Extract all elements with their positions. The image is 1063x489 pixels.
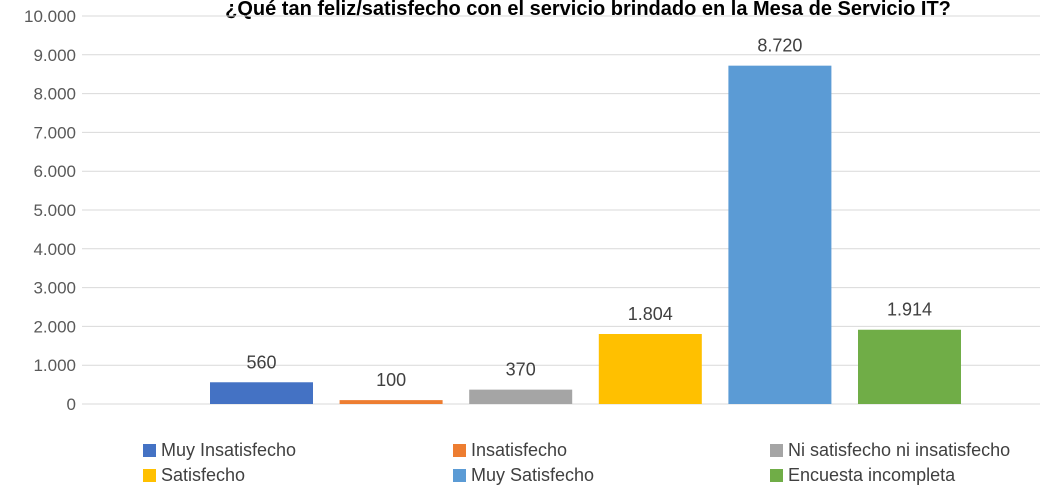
y-tick-label: 5.000 <box>33 201 76 220</box>
data-label: 1.914 <box>887 300 932 320</box>
gridlines <box>82 15 1040 405</box>
data-label: 8.720 <box>757 36 802 56</box>
legend-swatch <box>453 469 466 482</box>
data-label: 370 <box>506 360 536 380</box>
bars <box>210 65 961 404</box>
data-label: 1.804 <box>628 304 673 324</box>
legend-item: Ni satisfecho ni insatisfecho <box>770 440 1010 461</box>
legend-label: Muy Satisfecho <box>471 465 595 485</box>
y-tick-label: 10.000 <box>24 7 76 26</box>
legend-item: Muy Insatisfecho <box>143 440 296 461</box>
legend: Muy Insatisfecho Insatisfecho Ni satisfech… <box>0 436 1063 486</box>
chart-title: ¿Qué tan feliz/satisfecho con el servici… <box>225 0 951 20</box>
legend-swatch <box>143 469 156 482</box>
y-tick-label: 6.000 <box>33 162 76 181</box>
y-tick-label: 9.000 <box>33 46 76 65</box>
legend-label: Insatisfecho <box>471 440 568 460</box>
data-label: 100 <box>376 370 406 390</box>
legend-swatch <box>770 469 783 482</box>
y-tick-label: 8.000 <box>33 85 76 104</box>
y-tick-label: 0 <box>67 395 76 414</box>
legend-swatch <box>143 444 156 457</box>
legend-label: Encuesta incompleta <box>788 465 956 485</box>
legend-swatch <box>453 444 466 457</box>
legend-label: Satisfecho <box>161 465 246 485</box>
bar-insatisfecho <box>339 400 443 404</box>
bar-chart: ¿Qué tan feliz/satisfecho con el servici… <box>24 0 1040 414</box>
bar-encuesta-incompleta <box>858 329 961 404</box>
bar-muy-insatisfecho <box>210 382 313 404</box>
legend-swatch <box>770 444 783 457</box>
legend-item: Satisfecho <box>143 465 245 486</box>
y-axis-ticks: 0 1.000 2.000 3.000 4.000 5.000 6.000 7.000 8.00… <box>24 7 76 414</box>
legend-item: Muy Satisfecho <box>453 465 594 486</box>
y-tick-label: 7.000 <box>33 123 76 142</box>
y-tick-label: 2.000 <box>33 317 76 336</box>
bar-satisfecho <box>598 334 702 404</box>
y-tick-label: 4.000 <box>33 240 76 259</box>
y-tick-label: 1.000 <box>33 356 76 375</box>
y-tick-label: 3.000 <box>33 279 76 298</box>
legend-label: Ni satisfecho ni insatisfecho <box>788 440 1011 460</box>
data-labels: 560 100 370 1.804 8.720 1.914 <box>246 36 932 390</box>
bar-muy-satisfecho <box>728 65 832 404</box>
bar-ni-satisfecho-ni-insatisfecho <box>469 389 573 404</box>
legend-item: Encuesta incompleta <box>770 465 955 486</box>
legend-label: Muy Insatisfecho <box>161 440 297 460</box>
legend-item: Insatisfecho <box>453 440 567 461</box>
data-label: 560 <box>246 352 276 372</box>
